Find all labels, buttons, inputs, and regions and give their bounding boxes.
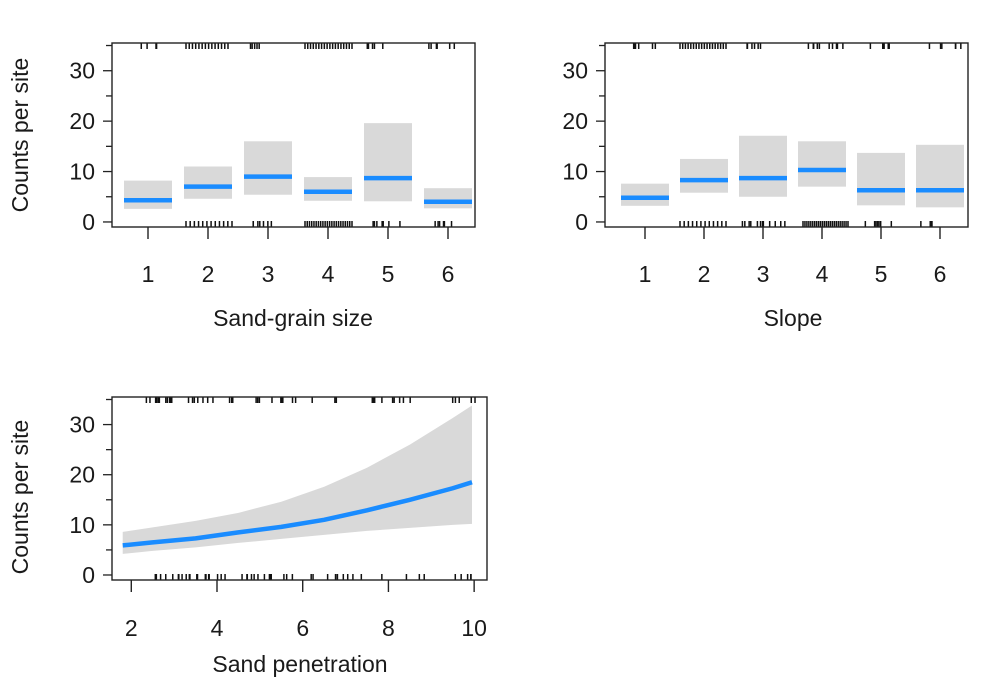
y-tick-label: 0 xyxy=(82,562,95,588)
x-tick-label: 6 xyxy=(934,261,947,287)
panel-3-x-axis-label: Sand penetration xyxy=(212,651,387,677)
ci-band-5 xyxy=(364,123,412,202)
y-tick-label: 10 xyxy=(69,159,95,185)
panel-2-frame xyxy=(604,42,969,228)
y-tick-label: 10 xyxy=(69,512,95,538)
panel-1-estimates xyxy=(124,174,472,205)
panel-1-y-axis: 0 10 20 30 xyxy=(69,44,112,235)
ci-band-2 xyxy=(184,166,232,199)
ci-band-3 xyxy=(739,135,787,197)
panel-1-x-axis-label: Sand-grain size xyxy=(213,305,373,331)
x-tick-label: 1 xyxy=(142,261,155,287)
panel-1-ci-bands xyxy=(124,123,472,209)
panel-3-frame xyxy=(111,396,488,581)
ci-band-4 xyxy=(304,177,352,201)
y-tick-label: 30 xyxy=(69,412,95,438)
panel-sand-grain-size: 0 10 20 30 1 2 3 4 5 6 Sand-grain size Counts pe… xyxy=(7,42,476,331)
panel-3-y-axis: 0 10 20 30 xyxy=(69,398,112,588)
ci-band-1 xyxy=(124,180,172,209)
x-tick-label: 4 xyxy=(816,261,829,287)
panel-3-rugs xyxy=(145,397,476,580)
y-tick-label: 30 xyxy=(69,58,95,84)
x-tick-label: 5 xyxy=(382,261,395,287)
x-tick-label: 5 xyxy=(875,261,888,287)
y-tick-label: 0 xyxy=(575,209,588,235)
panel-3-ci-band xyxy=(122,405,472,554)
panel-sand-penetration: 0 10 20 30 2 4 6 8 10 Sand penetration Counts p… xyxy=(7,396,488,677)
panel-slope: 0 10 20 30 1 2 3 4 5 6 Slope xyxy=(562,42,969,331)
ci-band-3 xyxy=(244,141,292,195)
panel-1-y-axis-label: Counts per site xyxy=(7,58,33,213)
x-tick-label: 2 xyxy=(202,261,215,287)
y-tick-label: 20 xyxy=(69,108,95,134)
ci-band-2 xyxy=(680,158,728,193)
panel-2-x-axis-label: Slope xyxy=(764,305,823,331)
x-tick-label: 6 xyxy=(296,615,309,641)
panel-2-estimates xyxy=(621,167,964,201)
x-tick-label: 10 xyxy=(461,615,487,641)
y-tick-label: 30 xyxy=(562,58,588,84)
ci-band-1 xyxy=(621,183,669,206)
y-tick-label: 10 xyxy=(562,159,588,185)
x-tick-label: 2 xyxy=(125,615,138,641)
panel-2-x-axis: 1 2 3 4 5 6 xyxy=(639,227,947,287)
x-tick-label: 8 xyxy=(382,615,395,641)
panel-3-x-axis: 2 4 6 8 10 xyxy=(125,580,487,641)
x-tick-label: 4 xyxy=(322,261,335,287)
x-tick-label: 3 xyxy=(757,261,770,287)
ci-band-6 xyxy=(424,188,472,209)
x-tick-label: 6 xyxy=(442,261,455,287)
y-tick-label: 20 xyxy=(69,462,95,488)
ci-band-4 xyxy=(798,141,846,187)
panel-1-x-axis: 1 2 3 4 5 6 xyxy=(142,227,455,287)
panel-1-rugs xyxy=(140,43,456,227)
panel-2-rugs xyxy=(632,43,962,227)
panel-3-y-axis-label: Counts per site xyxy=(7,420,33,575)
ci-band-6 xyxy=(916,144,964,208)
x-tick-label: 3 xyxy=(262,261,275,287)
ci-band-5 xyxy=(857,152,905,206)
panel-1-frame xyxy=(111,42,476,228)
panel-3-estimate-line xyxy=(122,480,473,548)
panel-2-ci-bands xyxy=(621,135,964,208)
ci-band xyxy=(122,405,472,554)
y-tick-label: 20 xyxy=(562,108,588,134)
estimate-line xyxy=(122,480,473,548)
x-tick-label: 2 xyxy=(698,261,711,287)
x-tick-label: 1 xyxy=(639,261,652,287)
panel-2-y-axis: 0 10 20 30 xyxy=(562,44,605,235)
x-tick-label: 4 xyxy=(211,615,224,641)
y-tick-label: 0 xyxy=(82,209,95,235)
